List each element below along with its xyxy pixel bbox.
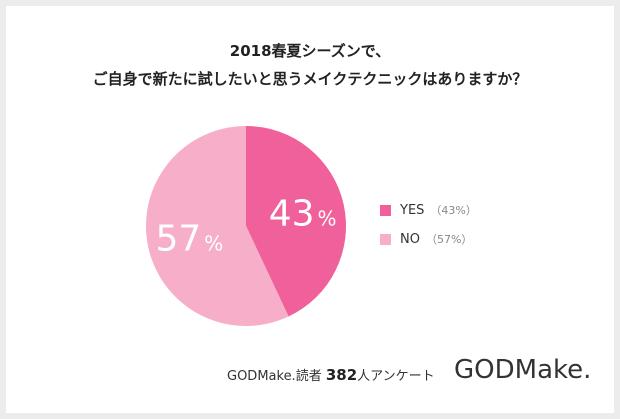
pie-chart: 43 % 57% xyxy=(146,126,346,326)
legend-item-yes: YES （43%） xyxy=(380,200,477,220)
legend-swatch-no xyxy=(380,233,391,245)
survey-note: GODMake.読者 382人アンケート xyxy=(227,365,435,384)
slice-label-no: 57% xyxy=(155,219,223,260)
brand-logo: GODMake. xyxy=(454,355,592,385)
chart-card: 2018春夏シーズンで、 ご自身で新たに試したいと思うメイクテクニックはあります… xyxy=(6,6,614,413)
legend-pct-no: （57%） xyxy=(425,233,473,246)
legend-swatch-yes xyxy=(380,204,391,216)
legend-label-no: NO xyxy=(400,231,420,247)
pie-slice-no xyxy=(146,126,289,326)
chart-title-line2: ご自身で新たに試したいと思うメイクテクニックはありますか？ xyxy=(92,70,528,88)
legend-label-yes: YES xyxy=(400,202,425,218)
legend-item-no: NO （57%） xyxy=(380,229,472,249)
pie-slice-yes xyxy=(246,126,346,317)
chart-title-line1: 2018春夏シーズンで、 xyxy=(229,42,391,60)
survey-suffix: 人アンケート xyxy=(357,369,435,384)
survey-count: 382 xyxy=(325,366,358,384)
survey-prefix: GODMake.読者 xyxy=(227,369,326,384)
slice-label-yes: 43% xyxy=(269,193,337,234)
legend-pct-yes: （43%） xyxy=(430,204,477,217)
